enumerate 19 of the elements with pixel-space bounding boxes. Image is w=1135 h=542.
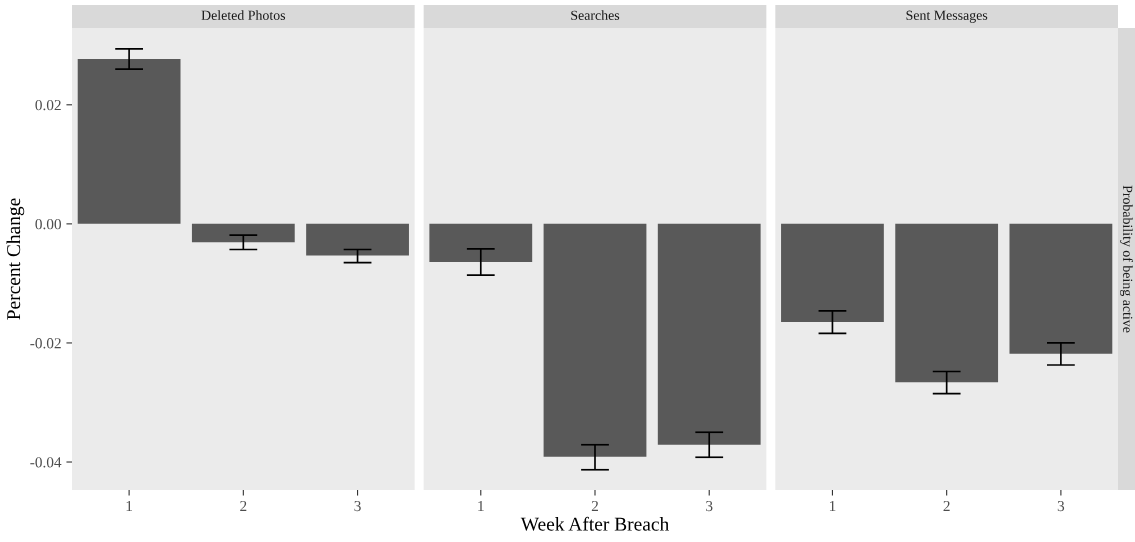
x-axis-title: Week After Breach [520,516,669,531]
y-tick-label: 0.02 [35,99,61,111]
chart-title: Deleted Photos [201,10,286,20]
x-tick-label: 1 [126,500,133,512]
y-tick-label: -0.02 [30,338,61,349]
x-tick-label: 3 [706,500,713,512]
x-tick-label: 3 [1057,500,1065,512]
x-tick-label: 3 [354,500,361,512]
x-tick-label: 2 [943,500,950,512]
x-tick-label: 1 [829,500,836,512]
x-tick-label: 1 [478,500,484,512]
chart-title: Searches [571,10,620,20]
y-tick-label: -0.04 [30,457,62,468]
y-axis-title: Percent Change [6,198,25,320]
chart-title: Sent Messages [906,10,988,23]
x-tick-label: 2 [240,500,247,512]
text: Probability of being active [1120,185,1133,333]
x-tick-label: 2 [591,500,598,512]
y-tick-label: 0.00 [35,219,61,230]
